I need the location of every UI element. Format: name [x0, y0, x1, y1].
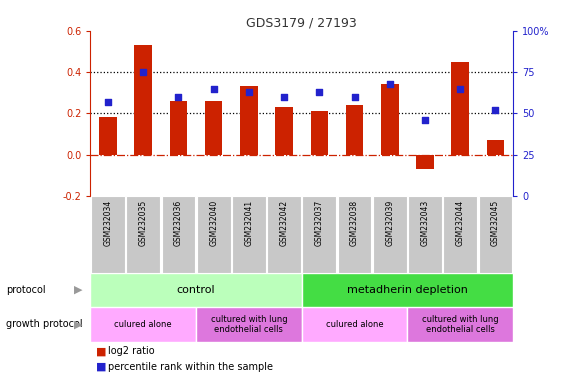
Bar [408, 307, 513, 342]
Point [139, 69, 148, 75]
Bar [303, 196, 336, 273]
Bar [338, 196, 371, 273]
Text: cultured with lung
endothelial cells: cultured with lung endothelial cells [210, 315, 287, 334]
Point [420, 117, 430, 123]
Bar [443, 196, 477, 273]
Bar [135, 45, 152, 154]
Bar [232, 196, 266, 273]
Text: growth protocol: growth protocol [6, 319, 82, 329]
Title: GDS3179 / 27193: GDS3179 / 27193 [247, 17, 357, 30]
Bar [311, 111, 328, 154]
Bar [90, 273, 302, 307]
Bar [381, 84, 399, 154]
Text: GSM232034: GSM232034 [103, 200, 113, 246]
Text: GSM232038: GSM232038 [350, 200, 359, 246]
Text: ▶: ▶ [75, 285, 83, 295]
Text: culured alone: culured alone [326, 320, 384, 329]
Bar [90, 307, 196, 342]
Point [385, 81, 395, 87]
Bar [99, 118, 117, 154]
Text: culured alone: culured alone [114, 320, 172, 329]
Bar [127, 196, 160, 273]
Text: GSM232043: GSM232043 [420, 200, 430, 246]
Point [455, 85, 465, 91]
Text: GSM232044: GSM232044 [456, 200, 465, 246]
Point [350, 94, 359, 100]
Text: control: control [177, 285, 215, 295]
Point [174, 94, 183, 100]
Bar [487, 140, 504, 154]
Bar [196, 196, 230, 273]
Point [315, 89, 324, 95]
Point [209, 85, 218, 91]
Bar [205, 101, 223, 154]
Text: log2 ratio: log2 ratio [108, 346, 154, 356]
Bar [416, 154, 434, 169]
Bar [275, 107, 293, 154]
Text: ▶: ▶ [75, 319, 83, 329]
Bar [91, 196, 125, 273]
Point [244, 89, 254, 95]
Text: ■: ■ [96, 346, 107, 356]
Bar [196, 307, 302, 342]
Text: GSM232037: GSM232037 [315, 200, 324, 246]
Text: GSM232045: GSM232045 [491, 200, 500, 246]
Text: GSM232039: GSM232039 [385, 200, 394, 246]
Text: cultured with lung
endothelial cells: cultured with lung endothelial cells [422, 315, 498, 334]
Bar [302, 307, 408, 342]
Bar [170, 101, 187, 154]
Bar [408, 196, 442, 273]
Point [103, 99, 113, 105]
Point [279, 94, 289, 100]
Bar [161, 196, 195, 273]
Text: GSM232035: GSM232035 [139, 200, 147, 246]
Bar [346, 105, 363, 154]
Text: protocol: protocol [6, 285, 45, 295]
Text: ■: ■ [96, 362, 107, 372]
Text: GSM232036: GSM232036 [174, 200, 183, 246]
Text: metadherin depletion: metadherin depletion [347, 285, 468, 295]
Bar [267, 196, 301, 273]
Bar [479, 196, 512, 273]
Bar [302, 273, 513, 307]
Text: GSM232040: GSM232040 [209, 200, 218, 246]
Text: GSM232041: GSM232041 [244, 200, 254, 246]
Point [491, 107, 500, 113]
Bar [373, 196, 407, 273]
Text: GSM232042: GSM232042 [280, 200, 289, 246]
Text: percentile rank within the sample: percentile rank within the sample [108, 362, 273, 372]
Bar [240, 86, 258, 154]
Bar [451, 62, 469, 154]
